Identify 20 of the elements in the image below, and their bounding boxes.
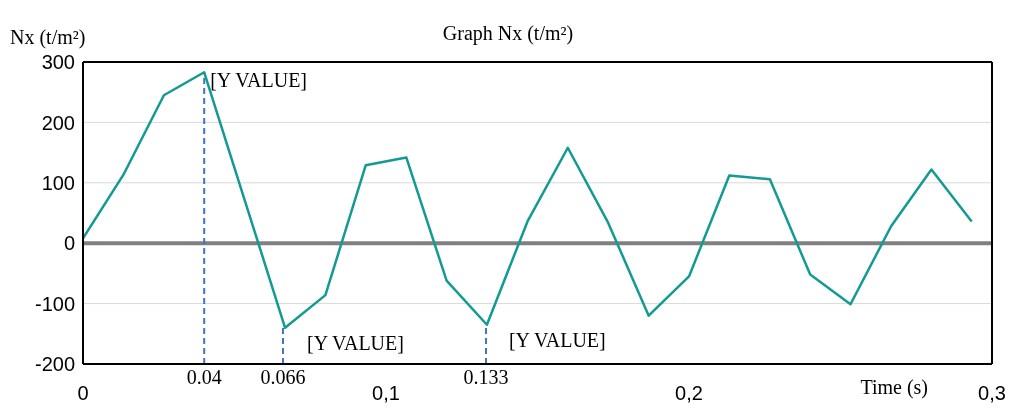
y-tick-label: -200 — [34, 353, 75, 376]
line-series — [83, 71, 973, 330]
y-tick-label: 200 — [41, 111, 75, 134]
x-tick-label: 0,1 — [372, 382, 400, 405]
ref-line-label: 0.133 — [463, 366, 509, 389]
chart-title: Graph Nx (t/m²) — [442, 22, 574, 44]
y-tick-label: 300 — [41, 51, 75, 74]
y-axis-title: Nx (t/m²) — [10, 26, 86, 49]
x-tick-label: 0,2 — [675, 382, 703, 405]
annotation: [Y VALUE] — [210, 69, 308, 92]
x-axis-title: Time (s) — [860, 376, 928, 399]
x-tick-label: 0 — [77, 382, 89, 405]
y-tick-label: 0 — [63, 232, 75, 255]
annotation: [Y VALUE] — [307, 331, 404, 354]
y-tick-label: 100 — [41, 171, 75, 194]
ref-line-label: 0.04 — [186, 366, 222, 389]
ref-line-label: 0.066 — [260, 366, 306, 389]
x-tick-label: 0,3 — [978, 382, 1006, 405]
y-tick-label: -100 — [34, 292, 75, 315]
annotation: [Y VALUE] — [508, 328, 606, 351]
